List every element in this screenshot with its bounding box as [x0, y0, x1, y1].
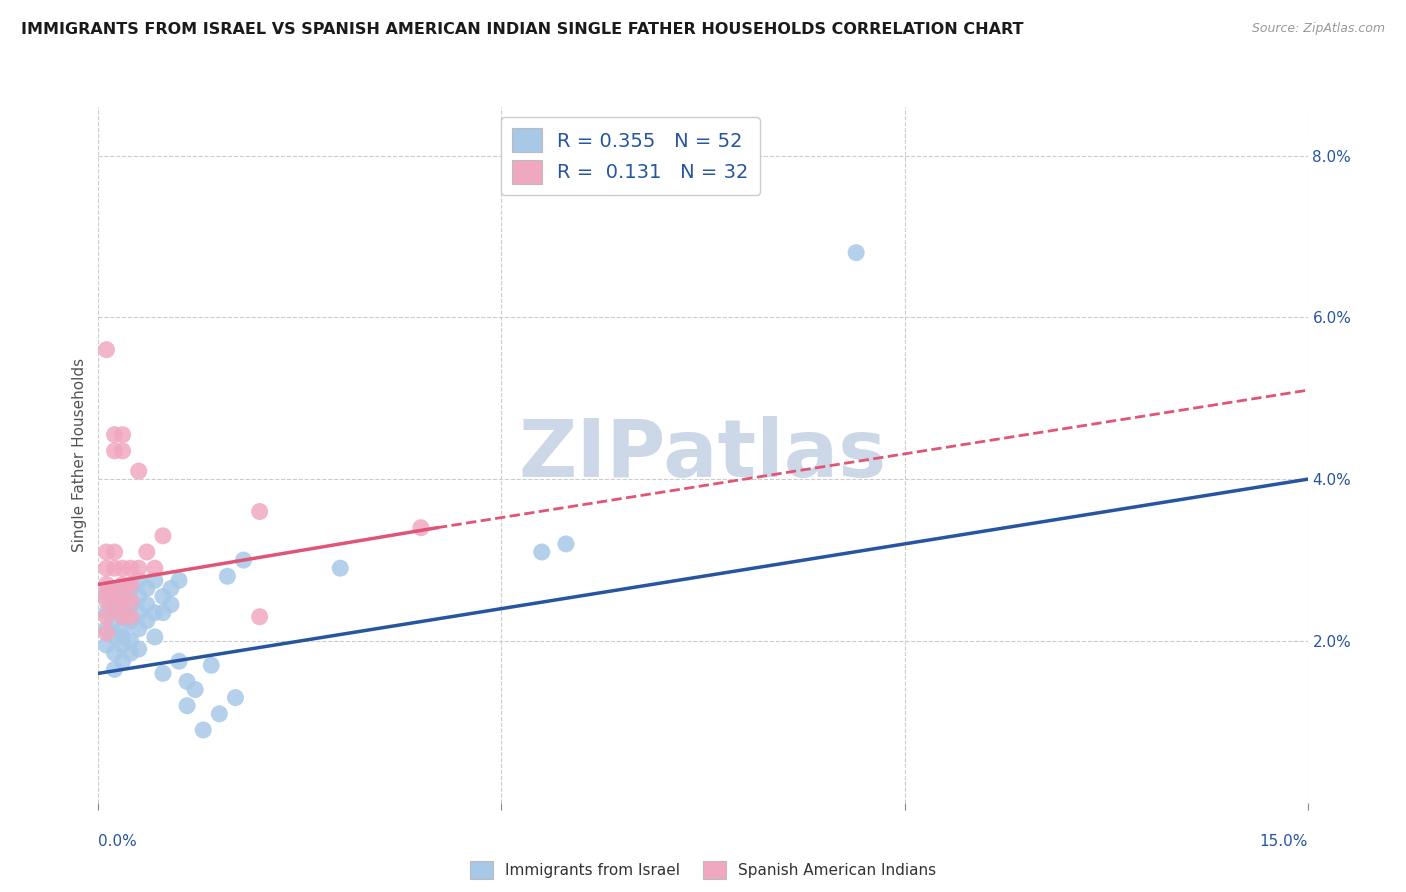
Point — [96, 577, 118, 591]
Point — [152, 590, 174, 604]
Text: 0.0%: 0.0% — [98, 834, 138, 849]
Point — [128, 606, 150, 620]
Point — [409, 521, 432, 535]
Point — [103, 646, 125, 660]
Point — [329, 561, 352, 575]
Point — [152, 666, 174, 681]
Point — [193, 723, 215, 737]
Text: Source: ZipAtlas.com: Source: ZipAtlas.com — [1251, 22, 1385, 36]
Text: 15.0%: 15.0% — [1260, 834, 1308, 849]
Point — [111, 577, 134, 591]
Point — [120, 598, 142, 612]
Point — [103, 561, 125, 575]
Y-axis label: Single Father Households: Single Father Households — [72, 358, 87, 552]
Point — [845, 245, 868, 260]
Text: ZIPatlas: ZIPatlas — [519, 416, 887, 494]
Point — [128, 622, 150, 636]
Point — [120, 646, 142, 660]
Text: IMMIGRANTS FROM ISRAEL VS SPANISH AMERICAN INDIAN SINGLE FATHER HOUSEHOLDS CORRE: IMMIGRANTS FROM ISRAEL VS SPANISH AMERIC… — [21, 22, 1024, 37]
Point — [249, 609, 271, 624]
Legend: Immigrants from Israel, Spanish American Indians: Immigrants from Israel, Spanish American… — [464, 855, 942, 886]
Point — [96, 638, 118, 652]
Point — [120, 634, 142, 648]
Point — [96, 593, 118, 607]
Point — [200, 658, 222, 673]
Point — [111, 622, 134, 636]
Point — [167, 574, 190, 588]
Point — [160, 598, 183, 612]
Point — [184, 682, 207, 697]
Point — [111, 590, 134, 604]
Point — [530, 545, 553, 559]
Point — [96, 545, 118, 559]
Point — [96, 590, 118, 604]
Point — [103, 427, 125, 442]
Point — [96, 561, 118, 575]
Point — [103, 614, 125, 628]
Point — [249, 504, 271, 518]
Point — [232, 553, 254, 567]
Point — [152, 529, 174, 543]
Point — [135, 598, 157, 612]
Point — [176, 698, 198, 713]
Point — [111, 427, 134, 442]
Point — [111, 609, 134, 624]
Point — [103, 662, 125, 676]
Point — [120, 582, 142, 596]
Point — [103, 585, 125, 599]
Point — [103, 598, 125, 612]
Point — [103, 601, 125, 615]
Point — [111, 654, 134, 668]
Point — [103, 582, 125, 596]
Point — [120, 561, 142, 575]
Point — [111, 606, 134, 620]
Point — [143, 561, 166, 575]
Point — [111, 638, 134, 652]
Point — [103, 443, 125, 458]
Point — [135, 545, 157, 559]
Point — [135, 582, 157, 596]
Point — [96, 606, 118, 620]
Point — [217, 569, 239, 583]
Point — [111, 593, 134, 607]
Point — [143, 606, 166, 620]
Point — [167, 654, 190, 668]
Point — [143, 630, 166, 644]
Point — [128, 464, 150, 478]
Point — [111, 561, 134, 575]
Point — [96, 622, 118, 636]
Point — [103, 545, 125, 559]
Point — [96, 626, 118, 640]
Point — [111, 443, 134, 458]
Point — [96, 585, 118, 599]
Point — [555, 537, 578, 551]
Point — [135, 614, 157, 628]
Point — [224, 690, 246, 705]
Point — [128, 590, 150, 604]
Point — [103, 630, 125, 644]
Point — [96, 343, 118, 357]
Point — [143, 574, 166, 588]
Point — [208, 706, 231, 721]
Point — [120, 614, 142, 628]
Point — [128, 642, 150, 657]
Point — [120, 577, 142, 591]
Point — [176, 674, 198, 689]
Point — [160, 582, 183, 596]
Point — [120, 609, 142, 624]
Point — [152, 606, 174, 620]
Point — [111, 630, 134, 644]
Point — [128, 561, 150, 575]
Point — [96, 609, 118, 624]
Point — [120, 593, 142, 607]
Point — [128, 574, 150, 588]
